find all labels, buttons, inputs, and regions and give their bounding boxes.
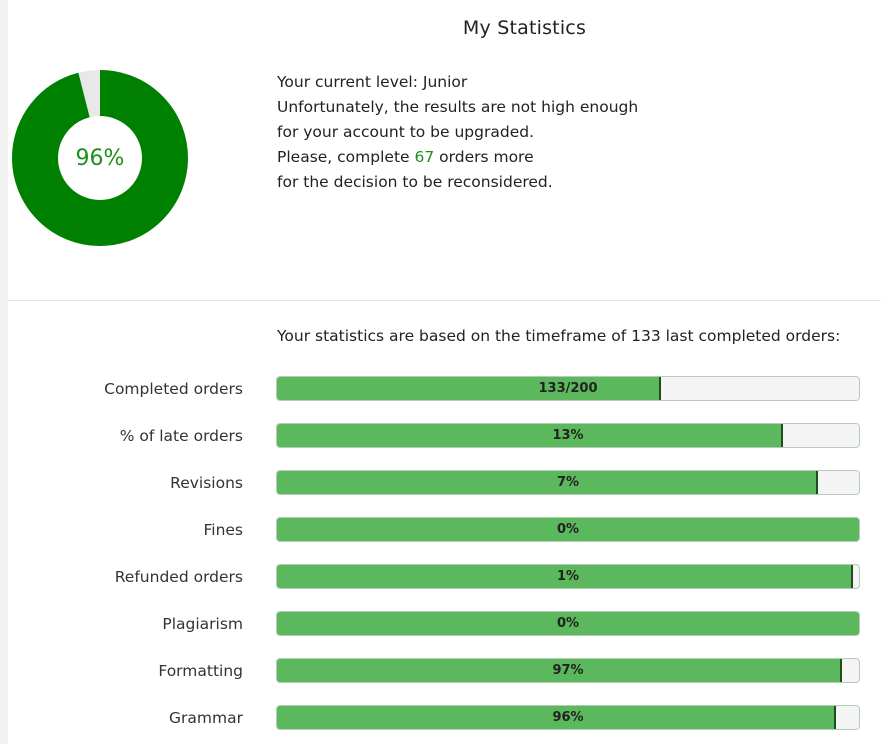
stat-label: % of late orders bbox=[119, 427, 243, 445]
section-divider bbox=[8, 300, 881, 301]
progress-bar: 1% bbox=[276, 564, 860, 589]
progress-bar-value: 96% bbox=[552, 710, 584, 725]
stat-row: Revisions 7% bbox=[0, 470, 881, 497]
progress-bar-value: 1% bbox=[556, 569, 580, 584]
stat-row: Completed orders 133/200 bbox=[0, 376, 881, 403]
progress-bar-fill bbox=[277, 706, 836, 729]
progress-bar: 97% bbox=[276, 658, 860, 683]
progress-bar: 0% bbox=[276, 611, 860, 636]
info-line-4-prefix: Please, complete bbox=[277, 148, 415, 166]
current-level-prefix: Your current level: bbox=[277, 73, 423, 91]
stat-row: Formatting 97% bbox=[0, 658, 881, 685]
progress-bar: 0% bbox=[276, 517, 860, 542]
score-donut-chart bbox=[12, 70, 188, 246]
progress-bar-value: 0% bbox=[556, 522, 580, 537]
stat-label: Fines bbox=[203, 521, 243, 539]
donut-score-arc bbox=[12, 70, 188, 246]
orders-needed-count: 67 bbox=[414, 148, 435, 166]
stat-label: Revisions bbox=[170, 474, 243, 492]
progress-bar: 96% bbox=[276, 705, 860, 730]
level-info: Your current level: Junior Unfortunately… bbox=[277, 70, 638, 195]
progress-bar-value: 97% bbox=[552, 663, 584, 678]
stat-label: Completed orders bbox=[104, 380, 243, 398]
info-line-3: for your account to be upgraded. bbox=[277, 123, 534, 141]
progress-bar-fill bbox=[277, 659, 842, 682]
current-level-value: Junior bbox=[422, 73, 468, 91]
info-line-2: Unfortunately, the results are not high … bbox=[277, 98, 639, 116]
page-title: My Statistics bbox=[462, 17, 587, 39]
stat-label: Plagiarism bbox=[162, 615, 243, 633]
stat-row: Fines 0% bbox=[0, 517, 881, 544]
stat-row: Plagiarism 0% bbox=[0, 611, 881, 638]
timeframe-text: Your statistics are based on the timefra… bbox=[277, 327, 841, 345]
current-level-line: Your current level: Junior bbox=[277, 70, 638, 95]
info-line-4: Please, complete 67 orders more bbox=[277, 145, 638, 170]
progress-bar-fill bbox=[277, 518, 859, 541]
left-border bbox=[0, 0, 8, 744]
progress-bar: 7% bbox=[276, 470, 860, 495]
info-line-5: for the decision to be reconsidered. bbox=[277, 173, 553, 191]
stat-label: Grammar bbox=[169, 709, 243, 727]
progress-bar-value: 13% bbox=[552, 428, 584, 443]
stat-label: Refunded orders bbox=[114, 568, 243, 586]
progress-bar-value: 7% bbox=[556, 475, 580, 490]
progress-bar: 133/200 bbox=[276, 376, 860, 401]
info-line-4-suffix: orders more bbox=[434, 148, 534, 166]
progress-bar-fill bbox=[277, 424, 784, 447]
progress-bar-value: 0% bbox=[556, 616, 580, 631]
stat-label: Formatting bbox=[158, 662, 243, 680]
stat-row: Grammar 96% bbox=[0, 705, 881, 732]
stat-row: % of late orders 13% bbox=[0, 423, 881, 450]
progress-bar-fill bbox=[277, 471, 819, 494]
progress-bar-fill bbox=[277, 612, 859, 635]
progress-bar-fill bbox=[277, 565, 854, 588]
progress-bar-value: 133/200 bbox=[538, 381, 598, 396]
stat-row: Refunded orders 1% bbox=[0, 564, 881, 591]
progress-bar-fill bbox=[277, 377, 662, 400]
progress-bar: 13% bbox=[276, 423, 860, 448]
